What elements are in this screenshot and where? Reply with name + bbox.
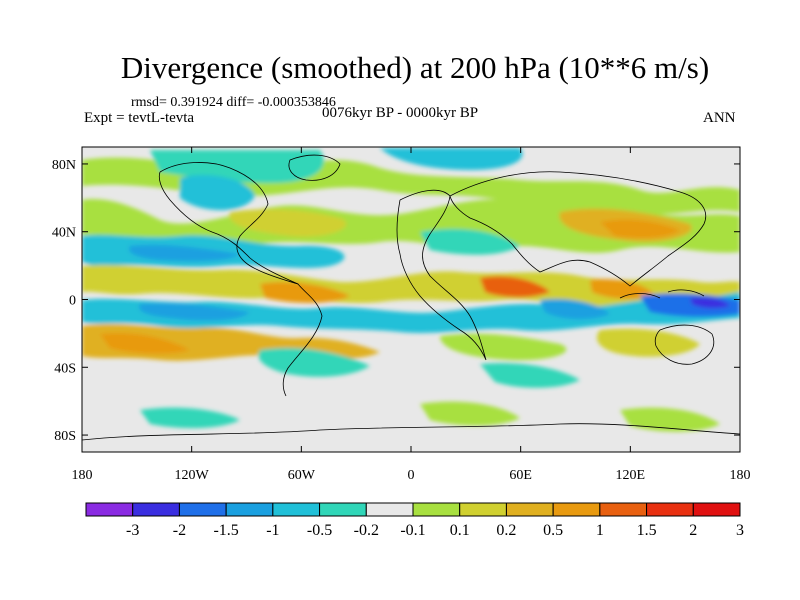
divergence-field	[82, 148, 740, 441]
lat-tick-label: 40S	[54, 361, 76, 376]
lat-tick-label: 80N	[52, 158, 76, 173]
satlantic-positive	[440, 333, 567, 361]
asia-positive-core	[600, 219, 680, 238]
lat-tick-label: 80S	[54, 429, 76, 444]
nafrica-negative	[420, 228, 520, 255]
colorbar-label: -2	[173, 522, 186, 539]
colorbar-label: 2	[689, 522, 697, 539]
map-title: Divergence (smoothed) at 200 hPa (10**6 …	[120, 50, 710, 85]
arctic-negative-band	[150, 150, 324, 184]
colorbar-swatch	[412, 502, 461, 517]
season-label: ANN	[703, 110, 736, 126]
colorbar-swatch	[646, 502, 694, 517]
wpac-strong-negative	[690, 297, 730, 309]
npac-negative-core	[129, 244, 240, 262]
arctic-negative-core	[380, 148, 523, 170]
antarctic-positive	[420, 401, 520, 426]
hudson-negative	[180, 175, 255, 211]
africa-europe-coastline	[396, 189, 487, 361]
lat-tick-label: 0	[69, 294, 76, 309]
rmsd-diff-stats: rmsd= 0.391924 diff= -0.000353846	[131, 95, 336, 110]
colorbar-label: 0.1	[450, 522, 470, 539]
smidlat-negative	[258, 347, 370, 377]
australia	[654, 324, 715, 365]
ssubtropical-positive-core	[100, 333, 190, 354]
colorbar-swatch	[85, 502, 134, 517]
maritime-continent	[619, 289, 705, 299]
period-label: 0076kyr BP - 0000kyr BP	[322, 105, 479, 121]
colorbar-swatch	[505, 502, 554, 517]
lon-tick-label: 60W	[288, 468, 316, 483]
sindian-negative-core	[540, 298, 610, 320]
colorbar-swatch	[225, 502, 274, 517]
lon-tick-label: 120E	[616, 468, 646, 483]
colorbar-label: 3	[736, 522, 744, 539]
colorbar-swatch	[692, 502, 741, 517]
colorbar-label: -1	[266, 522, 279, 539]
lon-tick-label: 0	[408, 468, 415, 483]
equatorial-positive-band	[82, 265, 740, 307]
samerica-positive-core	[260, 281, 350, 303]
south-tropical-negative-band	[82, 292, 740, 333]
lon-tick-label: 180	[72, 468, 93, 483]
colorbar-label: 1	[596, 522, 604, 539]
antarctic-negative	[140, 407, 240, 429]
indian-positive-core	[590, 279, 655, 299]
colorbar-swatch	[272, 502, 321, 517]
north-america-west-coast	[158, 171, 299, 285]
colorbar-label: -0.1	[400, 522, 425, 539]
lon-tick-label: 180	[730, 468, 751, 483]
map-panel: 80N 40N 0 40S 80S 180 120W 60W 0 60E 120E 180	[52, 146, 751, 483]
colorbar-label: -1.5	[213, 522, 238, 539]
colorbar-label: 0.5	[543, 522, 563, 539]
latitude-axis: 80N 40N 0 40S 80S	[52, 158, 740, 444]
arctic-positive-band	[82, 157, 740, 215]
colorbar: -3 -2 -1.5 -1 -0.5 -0.2 -0.1 0.1 0.2 0.5 1 1.5 2 3	[85, 502, 744, 539]
eurasia-coastline	[449, 171, 706, 287]
colorbar-label: 0.2	[496, 522, 516, 539]
americas-coastline	[159, 162, 323, 397]
experiment-label: Expt = tevtL-tevta	[84, 110, 195, 126]
colorbar-label: -3	[126, 522, 139, 539]
colorbar-swatch	[132, 502, 180, 517]
sindian-positive	[596, 328, 700, 357]
colorbar-swatch	[599, 502, 648, 517]
sindian-midlat-negative	[480, 362, 580, 388]
lon-tick-label: 60E	[509, 468, 532, 483]
lon-tick-label: 120W	[175, 468, 210, 483]
colorbar-swatch	[459, 502, 507, 517]
colorbar-label: -0.5	[307, 522, 332, 539]
colorbar-label: -0.2	[354, 522, 379, 539]
atlantic-positive	[229, 209, 347, 237]
coastlines	[82, 154, 740, 441]
colorbar-swatch	[319, 502, 367, 517]
antarctic-positive-east	[620, 407, 720, 432]
antarctica-coastline	[82, 423, 740, 441]
longitude-axis: 180 120W 60W 0 60E 120E 180	[72, 147, 751, 483]
colorbar-swatch	[365, 502, 414, 517]
lat-tick-label: 40N	[52, 226, 76, 241]
greenland	[288, 154, 341, 181]
spac-negative-core	[139, 302, 250, 321]
colorbar-label: 1.5	[637, 522, 657, 539]
colorbar-swatch	[178, 502, 227, 517]
africa-positive-core	[480, 276, 550, 298]
colorbar-swatch	[552, 502, 601, 517]
